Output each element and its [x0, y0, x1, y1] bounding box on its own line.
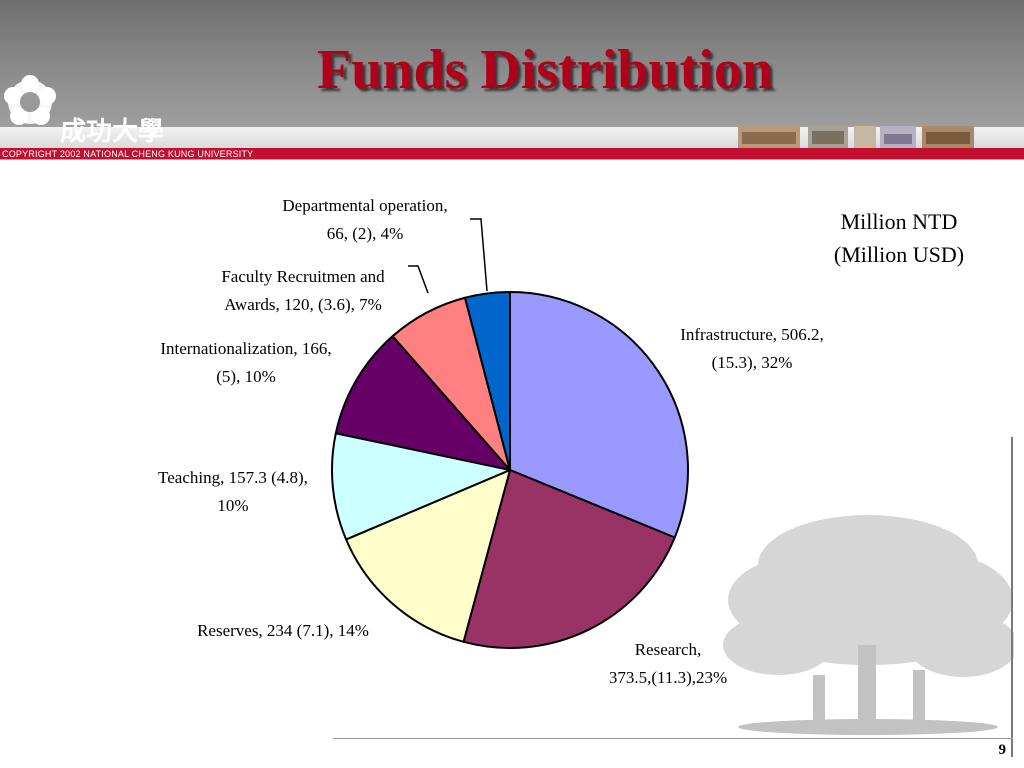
tree-watermark	[723, 515, 1014, 735]
unit-line-usd: (Million USD)	[833, 242, 965, 267]
pie-slice-internationalization	[334, 335, 511, 471]
flower-emblem-icon	[4, 75, 56, 125]
university-logo: 成功大學	[4, 75, 164, 147]
header-red-rule	[0, 148, 1024, 159]
unit-legend: Million NTD (Million USD)	[790, 205, 1008, 271]
pie-chart: Infrastructure, 506.2, (15.3), 32% Researc…	[158, 196, 824, 687]
slice-label-teaching: Teaching, 157.3 (4.8), 10%	[158, 468, 308, 515]
logo-text: 成功大學	[60, 117, 164, 147]
leader-lines	[408, 218, 488, 294]
pie-slice-reserves	[345, 469, 511, 643]
pie-slices	[331, 291, 689, 649]
slice-label-research: Research, 373.5,(11.3),23%	[609, 640, 727, 687]
pie-slice-infrastructure	[509, 291, 689, 539]
leader-line-departmental-operation	[470, 218, 488, 292]
slice-label-internationalization: Internationalization, 166, (5), 10%	[160, 339, 331, 386]
slice-label-faculty-recruitmen-and-awards: Faculty Recruitmen and Awards, 120, (3.6)…	[221, 267, 385, 314]
copyright-text: COPYRIGHT 2002 NATIONAL CHENG KUNG UNIVE…	[2, 149, 254, 159]
pie-slice-departmental-operation	[464, 291, 511, 471]
bottom-rule	[333, 738, 1013, 739]
leader-line-faculty-recruitmen-and-awards	[408, 265, 429, 294]
unit-line-ntd: Million NTD	[840, 209, 958, 234]
slice-label-infrastructure: Infrastructure, 506.2, (15.3), 32%	[680, 325, 824, 372]
pie-slice-research	[462, 469, 676, 649]
page-number: 9	[998, 742, 1007, 758]
slice-labels: Infrastructure, 506.2, (15.3), 32% Researc…	[158, 196, 824, 687]
right-vertical-rule	[1011, 437, 1013, 757]
slice-label-reserves: Reserves, 234 (7.1), 14%	[197, 621, 369, 640]
campus-photo-strip	[738, 126, 974, 148]
slice-label-departmental-operation: Departmental operation, 66, (2), 4%	[282, 196, 447, 243]
pie-slice-teaching	[331, 432, 511, 541]
slide-title: Funds Distribution	[317, 39, 773, 101]
